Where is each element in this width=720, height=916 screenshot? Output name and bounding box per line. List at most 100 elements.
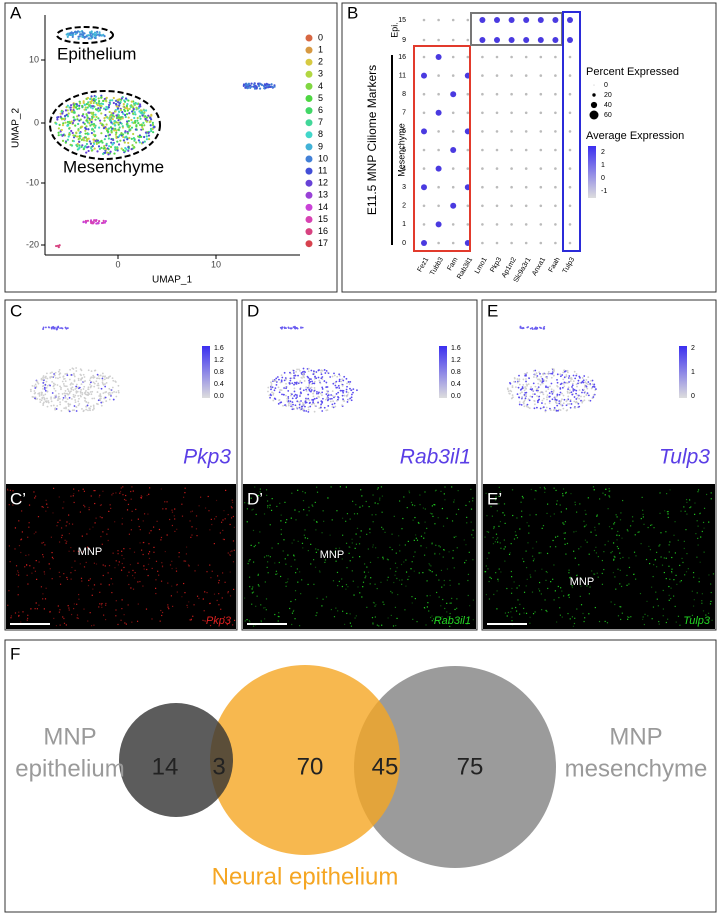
cell-dot: [102, 392, 105, 395]
speckle: [649, 549, 652, 551]
speckle: [59, 519, 61, 521]
cell-dot: [113, 390, 115, 393]
speckle: [398, 579, 401, 581]
cell-dot: [100, 387, 103, 390]
dot: [539, 204, 543, 208]
speckle: [68, 523, 71, 525]
cell-dot: [71, 131, 74, 135]
row-label: 16: [398, 54, 406, 61]
cell-dot: [136, 119, 139, 122]
cell-dot: [114, 146, 117, 149]
speckle: [515, 534, 517, 536]
cell-dot: [115, 135, 118, 139]
speckle: [105, 602, 107, 605]
speckle: [161, 614, 163, 617]
speckle: [352, 556, 354, 558]
dot: [422, 204, 426, 208]
cell-dot: [291, 401, 294, 403]
cell-dot: [62, 396, 65, 399]
speckle: [565, 491, 567, 494]
cell-dot: [111, 143, 114, 146]
speckle: [640, 543, 642, 545]
scale-label: 0.0: [214, 393, 224, 400]
cell-dot: [47, 401, 50, 404]
cell-dot: [95, 33, 98, 36]
cell-dot: [145, 120, 148, 123]
speckle: [270, 509, 273, 511]
cell-dot: [322, 397, 324, 400]
cell-dot: [39, 398, 41, 401]
speckle: [466, 623, 468, 625]
cell-dot: [259, 82, 262, 85]
cell-dot: [93, 126, 97, 129]
speckle: [190, 511, 192, 513]
cell-dot: [100, 401, 103, 404]
cell-dot: [518, 374, 520, 377]
speckle: [615, 514, 617, 516]
speckle: [642, 616, 644, 618]
group-label: Mesenchyme: [396, 123, 406, 177]
speckle: [137, 603, 139, 605]
cell-dot: [352, 388, 355, 391]
cell-dot: [310, 378, 312, 381]
speckle: [17, 570, 19, 572]
speckle: [334, 551, 336, 553]
cell-dot: [59, 376, 61, 379]
speckle: [603, 568, 605, 571]
speckle: [384, 531, 386, 533]
cell-dot: [99, 122, 102, 125]
speckle: [130, 519, 133, 521]
cell-dot: [570, 391, 573, 394]
speckle: [665, 577, 667, 580]
y-tick-label: -20: [26, 239, 39, 249]
speckle: [413, 539, 415, 541]
speckle: [101, 606, 103, 608]
cell-dot: [70, 374, 73, 376]
cell-dot: [533, 393, 536, 395]
cell-dot: [321, 376, 324, 378]
cell-dot: [64, 141, 67, 144]
speckle: [529, 514, 531, 516]
speckle: [59, 624, 61, 626]
cell-dot: [115, 391, 118, 394]
cell-dot: [267, 390, 269, 393]
speckle: [394, 562, 397, 564]
cell-dot: [111, 377, 114, 380]
speckle: [543, 486, 546, 488]
speckle: [534, 498, 536, 500]
cell-dot: [89, 34, 93, 38]
speckle: [229, 523, 231, 526]
cell-dot: [100, 105, 103, 108]
speckle: [545, 570, 547, 573]
cell-dot: [518, 378, 521, 381]
speckle: [220, 521, 223, 523]
speckle: [45, 510, 47, 512]
cell-dot: [66, 104, 69, 107]
speckle: [174, 518, 176, 520]
cell-dot: [64, 121, 67, 124]
cell-dot: [574, 377, 577, 380]
speckle: [568, 572, 570, 574]
speckle: [17, 594, 19, 596]
speckle: [222, 572, 224, 574]
cell-dot: [43, 386, 46, 389]
speckle: [442, 556, 444, 558]
cell-dot: [102, 219, 105, 222]
cell-dot: [335, 386, 338, 389]
cell-dot: [89, 106, 92, 109]
speckle: [493, 593, 495, 596]
dot: [421, 184, 427, 191]
speckle: [124, 622, 126, 624]
speckle: [419, 503, 421, 506]
cell-dot: [294, 393, 297, 396]
speckle: [343, 623, 346, 626]
speckle: [110, 507, 112, 509]
cell-dot: [96, 391, 99, 393]
cell-dot: [92, 381, 95, 384]
cell-dot: [556, 373, 559, 376]
dot: [568, 241, 572, 245]
cell-dot: [40, 377, 43, 380]
speckle: [584, 539, 587, 541]
cell-dot: [569, 400, 572, 403]
cell-dot: [85, 401, 88, 403]
